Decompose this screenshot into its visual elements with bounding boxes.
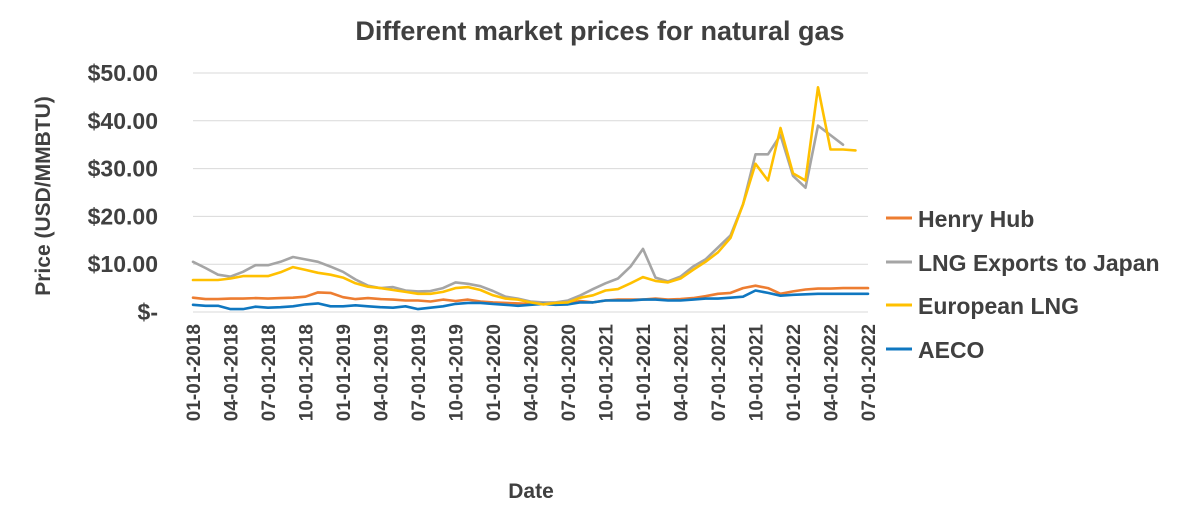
x-axis-label: Date <box>508 480 554 503</box>
x-tick-label: 07-01-2019 <box>409 324 430 421</box>
x-tick-label: 04-01-2018 <box>222 324 243 421</box>
x-tick-label: 01-01-2022 <box>784 324 805 421</box>
series-line-european-lng <box>191 86 857 306</box>
y-tick-label: $40.00 <box>88 108 158 134</box>
legend-label: European LNG <box>918 293 1079 319</box>
legend-label: AECO <box>918 337 984 363</box>
gridlines <box>193 72 868 313</box>
x-tick-label: 04-01-2019 <box>372 324 393 421</box>
chart-title: Different market prices for natural gas <box>355 16 844 46</box>
x-tick-label: 07-01-2022 <box>859 324 880 421</box>
y-tick-label: $20.00 <box>88 203 158 229</box>
x-tick-label: 07-01-2021 <box>709 324 730 422</box>
y-axis-label: Price (USD/MMBTU) <box>32 96 55 296</box>
x-tick-label: 01-01-2020 <box>484 324 505 421</box>
x-tick-label: 10-01-2018 <box>297 324 318 421</box>
legend-item-european-lng: European LNG <box>886 293 1079 319</box>
legend-item-lng-exports-to-japan: LNG Exports to Japan <box>886 250 1160 276</box>
x-tick-label: 04-01-2022 <box>822 324 843 421</box>
legend-label: Henry Hub <box>918 206 1034 232</box>
x-tick-label: 10-01-2021 <box>597 324 618 422</box>
y-tick-label: $50.00 <box>88 60 158 86</box>
x-tick-label: 10-01-2021 <box>747 324 768 422</box>
y-tick-label: $30.00 <box>88 156 158 182</box>
x-tick-label: 01-01-2018 <box>184 324 205 421</box>
x-tick-label: 04-01-2021 <box>672 324 693 422</box>
legend: Henry Hub LNG Exports to Japan European LN… <box>886 206 1160 363</box>
series-line-aeco <box>191 289 870 311</box>
x-tick-label: 01-01-2021 <box>634 324 655 422</box>
y-tick-label: $10.00 <box>88 251 158 277</box>
x-tick-label: 01-01-2019 <box>334 324 355 421</box>
legend-item-henry-hub: Henry Hub <box>886 206 1034 232</box>
x-tick-label: 07-01-2020 <box>559 324 580 421</box>
x-tick-label: 07-01-2018 <box>259 324 280 421</box>
legend-label: LNG Exports to Japan <box>918 250 1160 276</box>
y-tick-label: $- <box>138 299 158 325</box>
x-axis: 01-01-2018 04-01-2018 07-01-2018 10-01-2018… <box>184 324 880 422</box>
series-lines <box>191 86 870 311</box>
y-axis: $- $10.00 $20.00 $30.00 $40.00 $50.00 <box>88 60 158 325</box>
legend-item-aeco: AECO <box>886 337 984 363</box>
x-tick-label: 10-01-2019 <box>447 324 468 421</box>
x-tick-label: 04-01-2020 <box>522 324 543 421</box>
series-line-lng-exports-to-japan <box>191 124 845 304</box>
